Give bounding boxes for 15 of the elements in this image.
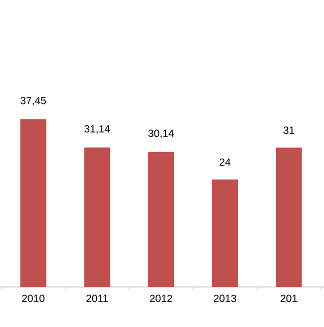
x-tick-label: 2011: [86, 294, 108, 302]
bar: [212, 179, 238, 287]
bar: [84, 147, 110, 287]
data-label: 31,14: [84, 125, 110, 134]
bar: [148, 152, 174, 287]
bar: [20, 119, 46, 287]
x-tick-label: 201: [280, 294, 298, 302]
data-label: 31: [283, 126, 294, 134]
bar: [276, 148, 302, 287]
x-tick-label: 2013: [214, 294, 236, 302]
x-tick-label: 2012: [150, 294, 172, 302]
x-tick-label: 2010: [22, 294, 44, 302]
data-label: 24: [220, 158, 230, 166]
data-label: 37,45: [20, 96, 46, 106]
data-label: 30,14: [148, 130, 174, 138]
